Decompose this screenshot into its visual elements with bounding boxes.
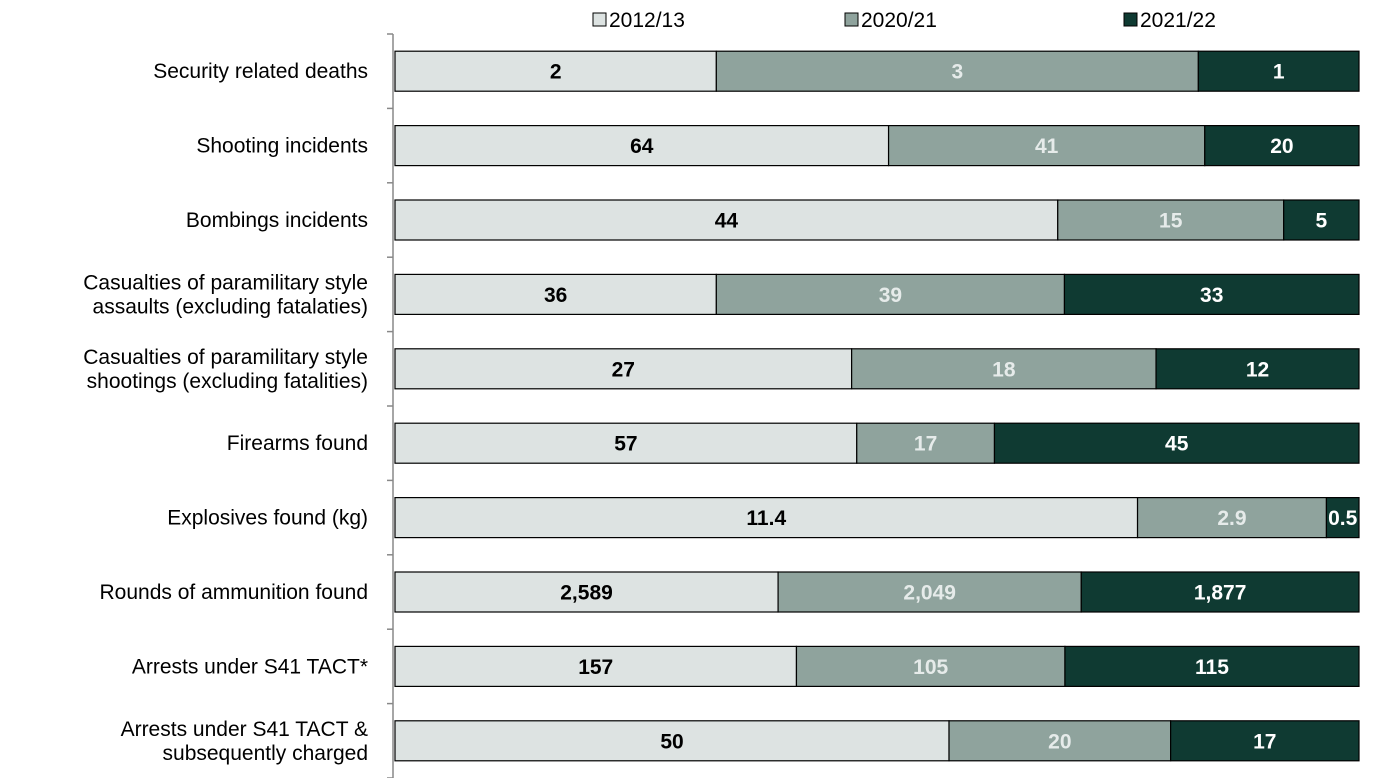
bar-segment <box>394 497 1139 539</box>
data-label: 44 <box>715 210 739 233</box>
data-label: 2.9 <box>1217 507 1246 530</box>
legend-label: 2021/22 <box>1140 9 1216 32</box>
data-label: 20 <box>1048 730 1071 753</box>
data-label: 50 <box>660 730 683 753</box>
data-label: 36 <box>544 284 567 307</box>
bar-segment <box>851 348 1157 390</box>
data-label: 115 <box>1195 656 1229 679</box>
bar-segment <box>1283 199 1360 241</box>
legend-label: 2020/21 <box>861 9 937 32</box>
legend-swatch <box>1123 12 1138 27</box>
legend-swatch <box>844 12 859 27</box>
bar-segment <box>993 422 1360 464</box>
data-label: 15 <box>1159 210 1183 233</box>
bar-segment <box>394 422 858 464</box>
category-label: Arrests under S41 TACT & subsequently cha… <box>121 718 368 765</box>
data-label: 11.4 <box>746 507 786 530</box>
data-label: 0.5 <box>1328 507 1358 530</box>
category-label: Shooting incidents <box>196 135 368 158</box>
bar-segment <box>1197 50 1360 92</box>
bar-segment <box>1063 273 1360 315</box>
bar-segment <box>715 50 1199 92</box>
bar-segment <box>795 645 1066 688</box>
bar-segment <box>394 348 853 390</box>
bar-segment <box>856 422 996 464</box>
data-label: 2,049 <box>903 582 956 605</box>
data-label: 1,877 <box>1194 582 1247 605</box>
bar-segment <box>1064 645 1360 688</box>
data-label: 39 <box>879 284 902 307</box>
data-label: 41 <box>1035 135 1059 158</box>
category-labels: Security related deaths Shooting incident… <box>83 60 368 765</box>
data-label: 12 <box>1246 358 1269 381</box>
bar-segment <box>887 124 1206 167</box>
bar-segment <box>394 199 1059 241</box>
category-label: Bombings incidents <box>186 209 368 232</box>
category-label: Security related deaths <box>153 60 368 83</box>
bar-segment <box>948 720 1172 762</box>
data-label: 1 <box>1273 61 1285 84</box>
bar-segment <box>1325 497 1360 539</box>
bar-segment <box>1080 571 1360 613</box>
bar-segment <box>394 645 798 688</box>
data-label: 64 <box>630 135 654 158</box>
category-label: Casualties of paramilitary style shooting… <box>83 346 368 393</box>
data-label: 17 <box>1253 730 1276 753</box>
data-label: 105 <box>913 656 948 679</box>
data-label: 157 <box>578 656 613 679</box>
bar-segment <box>394 50 717 92</box>
category-label: Explosives found (kg) <box>167 507 368 530</box>
data-label: 33 <box>1200 284 1223 307</box>
bar-segment <box>1136 497 1328 539</box>
data-label: 20 <box>1270 135 1293 158</box>
data-label: 2,589 <box>560 582 613 605</box>
bar-segment <box>1155 348 1360 390</box>
category-label: Casualties of paramilitary style assaults… <box>83 271 368 318</box>
category-label: Rounds of ammunition found <box>100 581 369 604</box>
legend: 2012/13 2020/21 2021/22 <box>592 9 1216 32</box>
legend-swatch <box>592 12 607 27</box>
data-label: 17 <box>914 433 937 456</box>
bar-segment <box>1170 720 1360 762</box>
bar-segment <box>777 571 1082 613</box>
bar-segment <box>1204 124 1360 167</box>
category-axis-ticks <box>387 33 393 778</box>
category-label: Arrests under S41 TACT* <box>132 655 368 678</box>
legend-label: 2012/13 <box>609 9 685 32</box>
bar-segment <box>394 124 890 167</box>
bars: 2 3 1 64 41 20 44 15 5 36 39 33 27 18 12 57 17 45 11.4 2.9 0… <box>394 50 1360 762</box>
data-label: 2 <box>550 61 562 84</box>
data-label: 45 <box>1165 433 1189 456</box>
data-label: 27 <box>612 358 635 381</box>
data-label: 57 <box>614 433 637 456</box>
data-label: 18 <box>992 358 1016 381</box>
data-label: 3 <box>951 61 963 84</box>
category-label: Firearms found <box>227 432 368 455</box>
bar-segment <box>394 571 779 613</box>
bar-segment <box>394 273 717 315</box>
bar-segment <box>715 273 1066 315</box>
data-label: 5 <box>1316 210 1328 233</box>
